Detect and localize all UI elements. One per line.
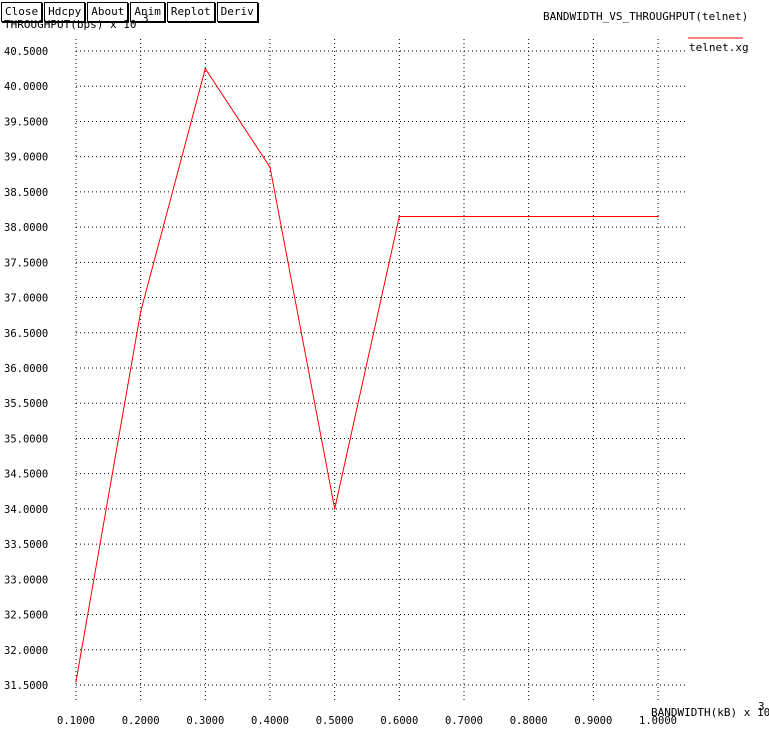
y-tick-label: 36.0000 <box>4 363 48 375</box>
about-button[interactable]: About <box>87 2 129 22</box>
chart-title: BANDWIDTH_VS_THROUGHPUT(telnet) <box>543 10 748 23</box>
y-axis-label-exponent: 3 <box>142 12 149 25</box>
y-tick-label: 34.5000 <box>4 469 48 481</box>
data-point <box>527 215 530 218</box>
y-tick-label: 40.0000 <box>4 81 48 93</box>
y-tick-label: 40.5000 <box>4 46 48 58</box>
y-tick-label: 37.0000 <box>4 293 48 305</box>
legend-label: telnet.xg <box>689 41 749 54</box>
x-tick-label: 1.0000 <box>639 715 677 727</box>
y-tick-label: 39.5000 <box>4 116 48 128</box>
y-tick-label: 31.5000 <box>4 680 48 692</box>
y-tick-label: 33.0000 <box>4 574 48 586</box>
y-tick-label: 39.0000 <box>4 152 48 164</box>
data-point <box>592 215 595 218</box>
y-tick-label: 32.5000 <box>4 610 48 622</box>
y-tick-label: 36.5000 <box>4 328 48 340</box>
data-point <box>269 166 271 169</box>
y-tick-label: 38.5000 <box>4 187 48 199</box>
x-tick-labels: 0.1000 0.2000 0.3000 0.4000 0.5000 0.6000 0.70… <box>57 715 677 727</box>
data-point <box>657 215 659 218</box>
deriv-button[interactable]: Deriv <box>216 2 258 22</box>
x-axis-label-exponent: 3 <box>758 700 765 713</box>
data-point <box>139 310 142 313</box>
replot-button[interactable]: Replot <box>166 2 215 22</box>
y-tick-label: 32.0000 <box>4 645 48 657</box>
data-point <box>204 67 207 70</box>
y-tick-label: 33.5000 <box>4 539 48 551</box>
x-tick-label: 0.2000 <box>122 715 160 727</box>
data-point <box>398 215 401 218</box>
x-tick-label: 0.5000 <box>316 715 354 727</box>
data-point <box>333 508 336 510</box>
x-tick-label: 0.4000 <box>251 715 289 727</box>
x-tick-label: 0.6000 <box>380 715 418 727</box>
y-tick-label: 35.5000 <box>4 398 48 410</box>
series-line-0 <box>75 67 658 682</box>
y-tick-label: 38.0000 <box>4 222 48 234</box>
y-axis-label: THROUGHPUT(bps) x 10 <box>4 18 136 31</box>
x-tick-label: 0.7000 <box>445 715 483 727</box>
close-button[interactable]: Close <box>1 2 43 22</box>
x-tick-label: 0.3000 <box>186 715 224 727</box>
hardcopy-button[interactable]: Hdcpy <box>44 2 86 22</box>
y-tick-labels: 31.5000 32.0000 32.5000 33.0000 33.5000 34.00… <box>4 46 48 692</box>
anim-button[interactable]: Anim <box>130 2 165 22</box>
data-point <box>463 215 465 218</box>
y-tick-label: 34.0000 <box>4 504 48 516</box>
data-point <box>75 680 77 683</box>
series-layer <box>75 67 659 683</box>
x-axis-label: BANDWIDTH(kB) x 10 <box>651 706 769 719</box>
y-tick-label: 37.5000 <box>4 257 48 269</box>
x-tick-label: 0.1000 <box>57 715 95 727</box>
grid <box>75 39 688 703</box>
x-tick-label: 0.9000 <box>574 715 612 727</box>
y-tick-label: 35.0000 <box>4 433 48 445</box>
x-tick-label: 0.8000 <box>510 715 548 727</box>
toolbar: Close Hdcpy About Anim Replot Deriv <box>1 2 258 22</box>
